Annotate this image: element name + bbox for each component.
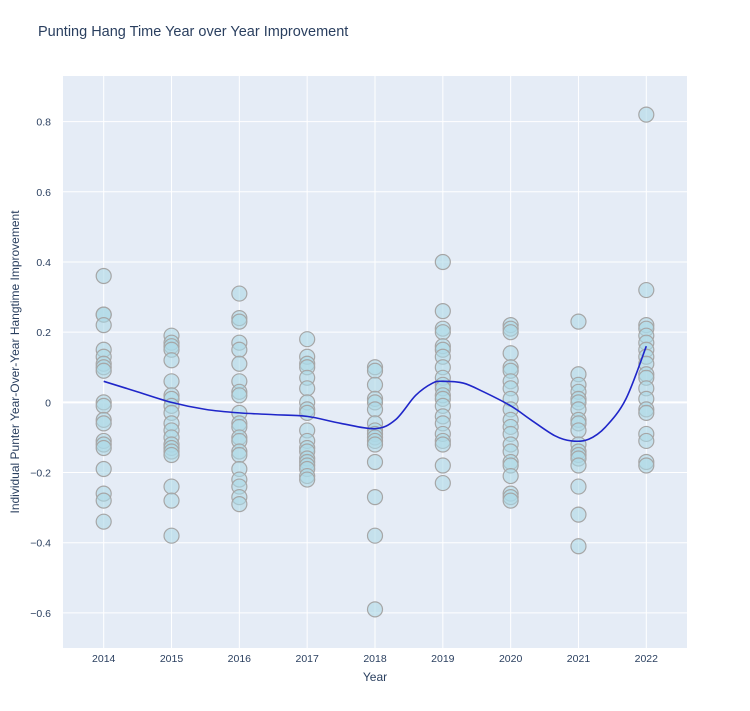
data-point-2019[interactable] [434, 474, 451, 492]
data-point-2021[interactable] [570, 422, 587, 439]
data-point-2015[interactable] [163, 373, 180, 390]
data-point-2016[interactable] [231, 496, 248, 513]
x-tick-label: 2019 [431, 653, 455, 665]
data-point-2019[interactable] [434, 253, 451, 271]
data-point-2020[interactable] [502, 324, 519, 341]
data-point-2021[interactable] [570, 538, 587, 555]
data-point-2015[interactable] [163, 446, 180, 464]
y-tick-label: 0.4 [36, 257, 51, 269]
y-tick-label: 0.8 [36, 117, 51, 129]
data-point-2018[interactable] [366, 362, 384, 379]
x-axis-title: Year [363, 670, 387, 684]
data-point-2015[interactable] [163, 527, 180, 544]
x-tick-label: 2021 [567, 653, 591, 665]
x-tick-label: 2017 [295, 653, 319, 665]
x-tick-label: 2020 [499, 653, 523, 665]
data-point-2018[interactable] [366, 401, 384, 418]
data-point-2017[interactable] [299, 380, 316, 397]
data-point-2018[interactable] [366, 436, 384, 453]
data-point-2022[interactable] [638, 457, 655, 474]
data-point-2022[interactable] [638, 106, 655, 123]
data-point-2016[interactable] [231, 355, 248, 372]
y-tick-label: 0.2 [36, 327, 51, 339]
data-point-2020[interactable] [502, 492, 519, 509]
data-point-2021[interactable] [570, 506, 587, 523]
data-point-2017[interactable] [299, 404, 316, 421]
y-tick-label: 0 [45, 397, 51, 409]
x-tick-label: 2014 [92, 653, 116, 665]
x-tick-label: 2022 [635, 653, 659, 665]
data-point-2018[interactable] [366, 601, 384, 618]
chart-title: Punting Hang Time Year over Year Improve… [38, 24, 349, 40]
data-point-2014[interactable] [95, 317, 112, 334]
data-point-2016[interactable] [231, 387, 248, 404]
data-point-2021[interactable] [570, 313, 587, 330]
trend-line [103, 345, 648, 443]
data-point-2019[interactable] [434, 436, 451, 453]
x-tick-label: 2018 [363, 653, 387, 665]
data-point-2021[interactable] [570, 457, 587, 474]
data-point-2014[interactable] [95, 397, 112, 414]
data-point-2016[interactable] [231, 285, 248, 302]
data-point-2019[interactable] [434, 303, 451, 320]
data-point-2014[interactable] [95, 415, 112, 432]
data-point-2019[interactable] [434, 324, 451, 341]
data-point-2020[interactable] [502, 345, 519, 362]
x-tick-label: 2015 [160, 653, 184, 665]
y-tick-label: −0.2 [30, 468, 51, 480]
data-point-2022[interactable] [638, 432, 655, 450]
data-point-2018[interactable] [366, 489, 384, 506]
data-point-2018[interactable] [366, 376, 384, 393]
y-tick-label: 0.6 [36, 187, 51, 199]
x-axis-ticks: 2014 2015 2016 2017 2018 2019 2020 2021 2022 [92, 653, 658, 665]
data-points [95, 106, 655, 618]
data-point-2014[interactable] [95, 362, 112, 379]
data-point-2015[interactable] [163, 352, 180, 369]
data-point-2014[interactable] [95, 492, 112, 509]
x-tick-label: 2016 [228, 653, 252, 665]
data-point-2020[interactable] [502, 467, 519, 485]
y-axis-ticks: −0.6 −0.4 −0.2 0 0.2 0.4 0.6 0.8 [30, 117, 51, 620]
data-point-2022[interactable] [638, 404, 655, 421]
y-tick-label: −0.4 [30, 538, 51, 550]
data-point-2014[interactable] [95, 267, 112, 285]
data-point-2017[interactable] [299, 471, 316, 488]
data-point-2015[interactable] [163, 492, 180, 509]
data-point-2022[interactable] [638, 281, 655, 299]
data-point-2021[interactable] [570, 478, 587, 495]
data-point-2016[interactable] [231, 446, 248, 464]
data-point-2014[interactable] [95, 513, 112, 530]
data-point-2015[interactable] [163, 478, 180, 495]
data-point-2018[interactable] [366, 453, 384, 471]
data-point-2017[interactable] [299, 331, 316, 348]
data-point-2014[interactable] [95, 439, 112, 457]
data-point-2016[interactable] [231, 341, 248, 358]
data-point-2019[interactable] [434, 457, 451, 474]
data-point-2016[interactable] [231, 313, 248, 330]
data-point-2018[interactable] [366, 527, 384, 544]
y-tick-label: −0.6 [30, 608, 51, 620]
y-axis-title: Individual Punter Year-Over-Year Hangtim… [8, 210, 22, 514]
data-point-2014[interactable] [95, 460, 112, 478]
